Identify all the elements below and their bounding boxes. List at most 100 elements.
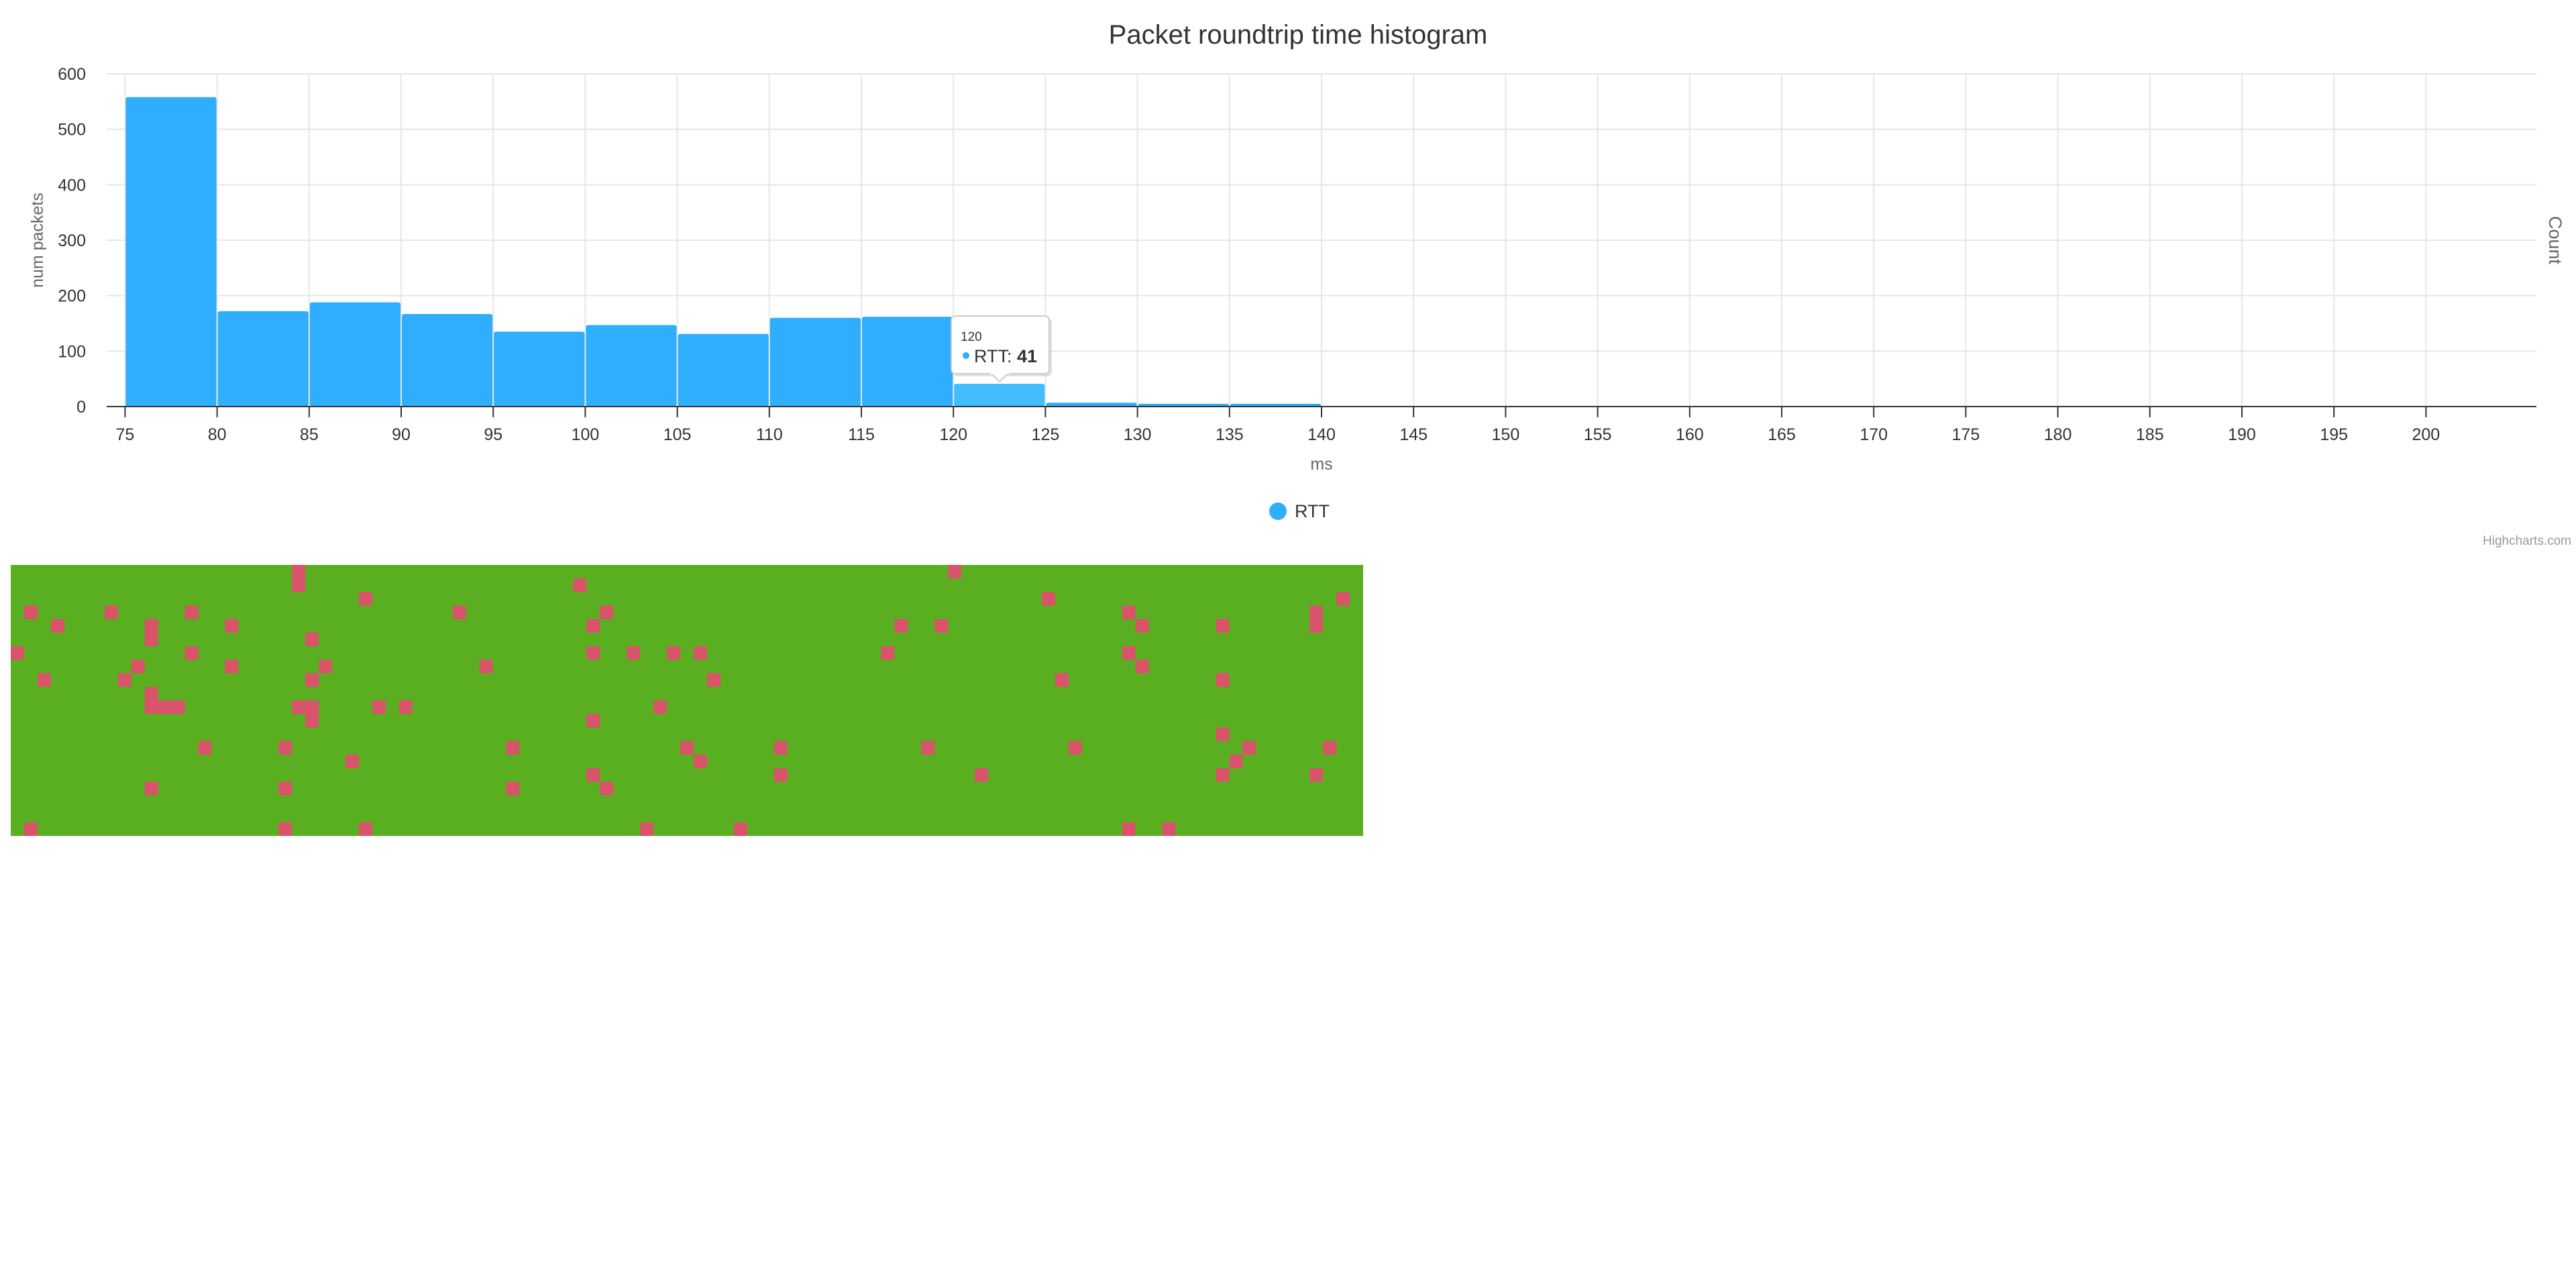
bar-rtt-125[interactable] (1046, 403, 1137, 407)
tooltip-row: RTT: 41 (974, 346, 1037, 366)
bar-rtt-120[interactable] (954, 384, 1045, 407)
x-tick-label: 75 (116, 425, 135, 444)
lost-packet-cell (144, 633, 158, 647)
tooltip-series-dot (963, 352, 969, 359)
lost-packet-cell (158, 700, 172, 715)
x-tick-label: 115 (848, 425, 875, 444)
lost-packet-cell (184, 646, 199, 660)
rtt-histogram-chart: 75 80 85 90 95 100 105 110 115 120 125 130 135 140 145… (0, 0, 2576, 557)
bar-rtt-130[interactable] (1138, 403, 1229, 407)
x-tick-label: 80 (208, 425, 227, 444)
lost-packet-cell (506, 741, 520, 755)
x-tick-label: 165 (1768, 425, 1796, 444)
lost-packet-cell (144, 686, 158, 700)
lost-packet-cell (278, 741, 292, 755)
lost-packet-cell (452, 605, 466, 619)
lost-packet-cell (586, 714, 600, 728)
y-tick-label: 300 (58, 231, 86, 250)
legend: RTT (1269, 501, 1330, 521)
lost-packet-cell (586, 768, 600, 782)
x-tick-label: 150 (1492, 425, 1520, 444)
lost-packet-cell (358, 822, 372, 836)
lost-packet-cell (225, 659, 239, 674)
packet-grid-background (11, 565, 1363, 836)
lost-packet-cell (680, 741, 694, 755)
bar-rtt-85[interactable] (309, 302, 401, 407)
x-tick-label: 160 (1676, 425, 1704, 444)
lost-packet-cell (881, 646, 895, 660)
lost-packet-cell (600, 782, 614, 796)
lost-packet-cell (653, 700, 667, 715)
bar-rtt-75[interactable] (125, 97, 217, 407)
lost-packet-cell (1122, 605, 1136, 619)
lost-packet-cell (23, 605, 38, 619)
x-tick-label: 90 (392, 425, 411, 444)
y-axis-ticks: 0 100 200 300 400 500 600 (58, 65, 86, 417)
lost-packet-cell (345, 754, 359, 768)
lost-packet-cell (693, 754, 707, 768)
bar-rtt-105[interactable] (678, 333, 769, 407)
bar-rtt-80[interactable] (217, 311, 309, 407)
lost-packet-cell (319, 659, 333, 674)
x-tick-label: 140 (1307, 425, 1336, 444)
lost-packet-cell (1135, 619, 1149, 633)
lost-packet-cell (144, 619, 158, 633)
lost-packet-cells (11, 565, 1350, 836)
credits-link[interactable]: Highcharts.com (2483, 534, 2571, 548)
x-tick-label: 100 (572, 425, 600, 444)
lost-packet-cell (1135, 659, 1149, 674)
lost-packet-cell (1216, 619, 1230, 633)
y-tick-label: 400 (58, 176, 86, 195)
y-axis-title: num packets (28, 193, 47, 288)
lost-packet-cell (117, 673, 131, 687)
x-tick-label: 110 (756, 425, 783, 444)
lost-packet-cell (1162, 822, 1176, 836)
lost-packet-cell (948, 565, 962, 579)
x-tick-label: 85 (300, 425, 319, 444)
lost-packet-cell (144, 782, 158, 796)
lost-packet-cell (104, 605, 118, 619)
legend-item-rtt[interactable]: RTT (1269, 501, 1330, 521)
bar-rtt-100[interactable] (586, 325, 677, 407)
y-tick-label: 200 (58, 287, 86, 306)
x-axis-ticks: 75 80 85 90 95 100 105 110 115 120 125 130 135 140 145… (116, 407, 2440, 444)
lost-packet-cell (479, 659, 493, 674)
lost-packet-cell (131, 659, 145, 674)
bar-rtt-135[interactable] (1230, 403, 1321, 407)
tooltip-value: 41 (1017, 346, 1037, 366)
bar-rtt-110[interactable] (769, 317, 861, 407)
packet-loss-grid (11, 565, 1363, 836)
x-tick-label: 155 (1584, 425, 1612, 444)
lost-packet-cell (693, 646, 707, 660)
lost-packet-cell (184, 605, 199, 619)
lost-packet-cell (11, 646, 24, 660)
lost-packet-cell (773, 741, 788, 755)
lost-packet-cell (23, 822, 38, 836)
x-tick-label: 200 (2412, 425, 2440, 444)
bar-rtt-115[interactable] (862, 317, 953, 407)
lost-packet-cell (586, 619, 600, 633)
lost-packet-cell (586, 646, 600, 660)
lost-packet-cell (1216, 673, 1230, 687)
lost-packet-cell (1055, 673, 1069, 687)
lost-packet-cell (358, 592, 372, 606)
y-tick-label: 500 (58, 121, 86, 140)
chart-title: Packet roundtrip time histogram (1109, 20, 1488, 50)
tooltip-series-name: RTT (974, 346, 1009, 366)
lost-packet-cell (305, 673, 319, 687)
x-tick-label: 95 (484, 425, 502, 444)
lost-packet-cell (372, 700, 386, 715)
x-tick-label: 145 (1399, 425, 1428, 444)
x-tick-label: 190 (2228, 425, 2256, 444)
lost-packet-cell (292, 578, 306, 592)
lost-packet-cell (894, 619, 908, 633)
x-tick-label: 125 (1032, 425, 1060, 444)
bar-rtt-90[interactable] (402, 313, 493, 407)
lost-packet-cell (1309, 768, 1324, 782)
x-tick-label: 180 (2044, 425, 2072, 444)
lost-packet-cell (1242, 741, 1256, 755)
chart-background (0, 0, 2576, 557)
lost-packet-cell (1229, 754, 1243, 768)
bar-rtt-95[interactable] (494, 331, 585, 407)
lost-packet-cell (198, 741, 212, 755)
